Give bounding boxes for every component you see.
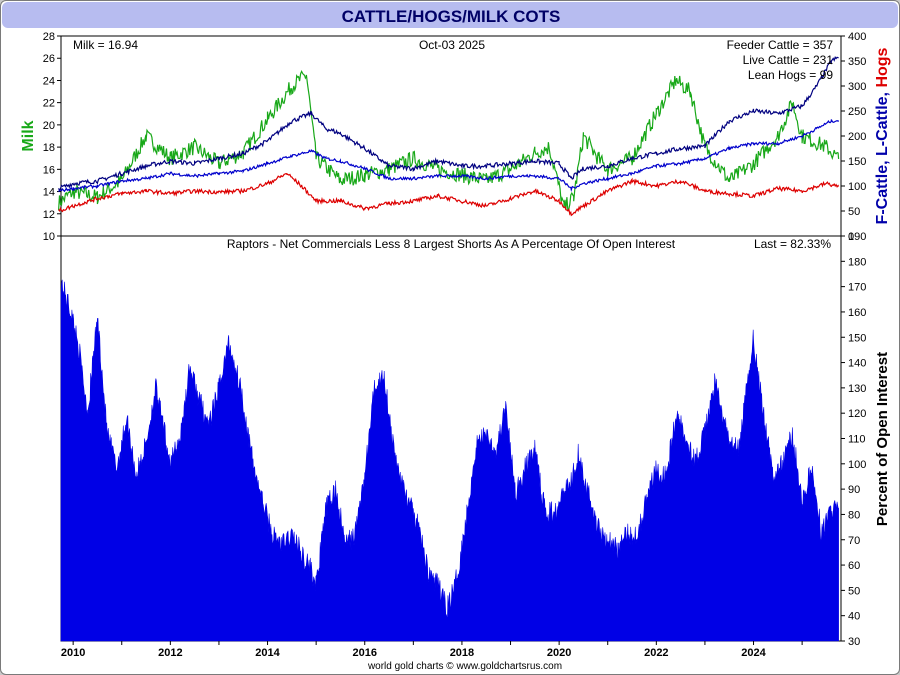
bottom-tick-label: 40 [848, 611, 860, 623]
bottom-tick-label: 150 [848, 332, 866, 344]
hogs-axis-label: Hogs [874, 47, 891, 87]
milk-value-label: Milk = 16.94 [73, 38, 138, 52]
x-tick-label: 2022 [644, 647, 668, 659]
x-tick-label: 2012 [158, 647, 182, 659]
left-tick-label: 12 [43, 209, 55, 221]
bottom-tick-label: 190 [848, 231, 866, 243]
bottom-tick-label: 90 [848, 484, 860, 496]
left-tick-label: 28 [43, 31, 55, 43]
x-tick-label: 2010 [61, 647, 85, 659]
title-band [2, 2, 898, 28]
left-tick-label: 10 [43, 231, 55, 243]
bottom-right-axis: 190 180 170 160 150 140 130 120 110 100 90 80 70 60 50… [841, 231, 866, 648]
x-tick-label: 2020 [547, 647, 571, 659]
milk-line [58, 69, 840, 212]
left-tick-label: 24 [43, 75, 55, 87]
left-tick-label: 20 [43, 120, 55, 132]
top-left-axis: 28 26 24 22 20 18 16 14 12 10 [43, 31, 61, 243]
top-panel-plot [60, 35, 842, 237]
x-tick-label: 2024 [741, 647, 766, 659]
right-top-axis-label: F-Cattle, L-Cattle, Hogs [874, 47, 891, 224]
last-value-label: Last = 82.33% [754, 237, 831, 251]
right-tick-label: 200 [848, 131, 866, 143]
right-tick-label: 250 [848, 106, 866, 118]
lean-hogs-line [58, 172, 840, 217]
fcattle-axis-label: F-Cattle, [874, 156, 891, 224]
x-axis: 2010 2012 2014 2016 2018 2020 2022 2024 [61, 641, 803, 659]
right-tick-label: 150 [848, 156, 866, 168]
x-tick-label: 2016 [352, 647, 376, 659]
x-tick-label: 2014 [255, 647, 280, 659]
x-tick-label: 2018 [450, 647, 474, 659]
bottom-tick-label: 100 [848, 459, 866, 471]
lcattle-axis-label: L-Cattle, [874, 88, 891, 156]
footer-credit: world gold charts © www.goldchartsrus.co… [367, 661, 562, 672]
bottom-tick-label: 30 [848, 636, 860, 648]
left-tick-label: 22 [43, 98, 55, 110]
bottom-tick-label: 160 [848, 307, 866, 319]
live-cattle-line [58, 119, 840, 193]
bottom-tick-label: 80 [848, 509, 860, 521]
bottom-tick-label: 180 [848, 256, 866, 268]
left-tick-label: 18 [43, 142, 55, 154]
right-tick-label: 50 [848, 206, 860, 218]
bottom-area-group [60, 279, 839, 642]
open-interest-area [60, 279, 839, 642]
right-tick-label: 300 [848, 81, 866, 93]
live-value-label: Live Cattle = 231 [743, 53, 834, 67]
milk-axis-label: Milk [20, 120, 37, 151]
bottom-subtitle: Raptors - Net Commercials Less 8 Largest… [227, 237, 676, 251]
bottom-tick-label: 130 [848, 383, 866, 395]
percent-axis-label: Percent of Open Interest [874, 352, 891, 526]
right-tick-label: 350 [848, 56, 866, 68]
bottom-tick-label: 140 [848, 358, 866, 370]
bottom-tick-label: 60 [848, 560, 860, 572]
bottom-tick-label: 50 [848, 585, 860, 597]
left-tick-label: 14 [43, 187, 55, 199]
top-series-group [58, 56, 840, 217]
bottom-tick-label: 170 [848, 282, 866, 294]
bottom-tick-label: 110 [848, 434, 866, 446]
feeder-cattle-line [58, 56, 839, 192]
bottom-tick-label: 120 [848, 408, 866, 420]
top-right-axis: 400 350 300 250 200 150 100 50 0 [841, 31, 866, 243]
left-tick-label: 16 [43, 164, 55, 176]
hogs-value-label: Lean Hogs = 99 [748, 68, 833, 82]
right-tick-label: 100 [848, 181, 866, 193]
feeder-value-label: Feeder Cattle = 357 [727, 38, 834, 52]
right-tick-label: 0 [848, 231, 854, 243]
date-label: Oct-03 2025 [419, 38, 485, 52]
bottom-tick-label: 70 [848, 535, 860, 547]
right-tick-label: 400 [848, 31, 866, 43]
left-tick-label: 26 [43, 53, 55, 65]
chart-title: CATTLE/HOGS/MILK COTS [342, 7, 561, 26]
